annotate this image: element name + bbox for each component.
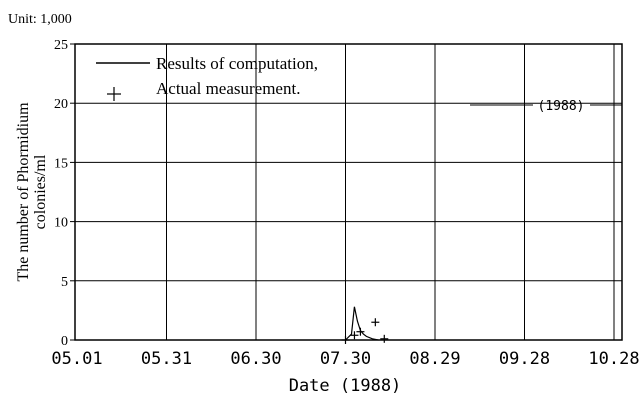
computation-line <box>345 306 379 341</box>
unit-label: Unit: 1,000 <box>8 12 72 27</box>
x-axis-title: Date (1988) <box>289 376 402 396</box>
y-tick-label: 10 <box>54 216 68 231</box>
x-axis-ticks: 05.01 05.31 06.30 07.30 08.29 09.28 10.28 <box>51 349 639 369</box>
y-tick-label: 20 <box>54 97 68 112</box>
measurement-point <box>380 334 389 343</box>
y-tick-label: 0 <box>61 334 68 349</box>
x-tick-label: 05.31 <box>141 349 192 369</box>
x-tick-label: 06.30 <box>230 349 281 369</box>
y-tick-label: 25 <box>54 38 68 53</box>
y-axis-title: The number of Phormidium colonies/ml <box>15 102 49 282</box>
y-axis-title-line-1: The number of Phormidium <box>15 102 32 282</box>
annotation: (1988) <box>470 99 622 114</box>
measurement-point <box>356 327 365 336</box>
series <box>341 306 389 344</box>
measurement-point <box>341 336 350 344</box>
legend: Results of computation, Actual measuremen… <box>96 54 318 101</box>
x-tick-label: 05.01 <box>51 349 102 369</box>
y-axis-title-line-2: colonies/ml <box>32 154 49 229</box>
x-tick-label: 09.28 <box>499 349 550 369</box>
x-tick-label: 08.29 <box>409 349 460 369</box>
legend-label-measurement: Actual measurement. <box>156 79 300 98</box>
legend-label-computation: Results of computation, <box>156 54 318 73</box>
y-axis-ticks: 0 5 10 15 20 25 <box>54 38 75 349</box>
x-tick-label: 10.28 <box>588 349 639 369</box>
measurement-point <box>371 318 380 327</box>
y-tick-label: 15 <box>54 156 68 171</box>
measurement-point <box>350 331 359 340</box>
year-annotation: (1988) <box>538 99 585 114</box>
y-tick-label: 5 <box>61 275 68 290</box>
x-tick-label: 07.30 <box>320 349 371 369</box>
